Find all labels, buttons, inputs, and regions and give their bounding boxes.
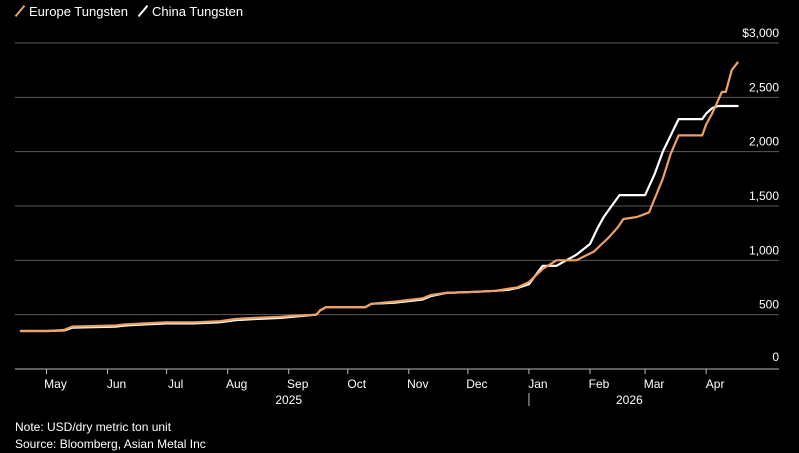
y-tick-label: 1,500 (749, 189, 779, 203)
y-tick-label: 0 (772, 350, 779, 364)
x-tick-label: Sep (287, 377, 309, 391)
year-label: 2025 (275, 393, 302, 407)
series-line-europe-tungsten (19, 61, 739, 333)
x-tick-label: Feb (589, 377, 610, 391)
legend-item-europe: Europe Tungsten (15, 4, 128, 19)
note-text: Note: USD/dry metric ton unit (15, 420, 172, 434)
x-tick-label: May (44, 377, 67, 391)
x-tick-label: Aug (226, 377, 247, 391)
chart-legend: Europe Tungsten China Tungsten (15, 2, 243, 20)
y-tick-label: 500 (759, 298, 779, 312)
x-tick-label: Nov (407, 377, 428, 391)
y-tick-label: 2,500 (749, 80, 779, 94)
source-text: Source: Bloomberg, Asian Metal Inc (15, 437, 206, 451)
y-tick-label: $3,000 (742, 26, 779, 40)
x-tick-label: Jan (528, 377, 547, 391)
legend-item-china: China Tungsten (138, 4, 243, 19)
legend-label-china: China Tungsten (152, 3, 244, 19)
year-label: 2026 (616, 393, 643, 407)
x-tick-label: Dec (466, 377, 487, 391)
x-tick-label: Jul (168, 377, 183, 391)
x-tick-label: Oct (347, 377, 366, 391)
x-tick-label: Jun (107, 377, 126, 391)
y-tick-label: 2,000 (749, 135, 779, 149)
chart-footnotes: Note: USD/dry metric ton unit Source: Bl… (15, 419, 206, 453)
legend-label-europe: Europe Tungsten (29, 3, 129, 19)
y-tick-label: 1,000 (749, 243, 779, 257)
x-tick-label: Apr (706, 377, 725, 391)
x-tick-label: Mar (644, 377, 665, 391)
tungsten-price-chart: 0 500 1,000 1,500 2,000 2,500 $3,000 May Jun Jul A… (15, 26, 779, 407)
